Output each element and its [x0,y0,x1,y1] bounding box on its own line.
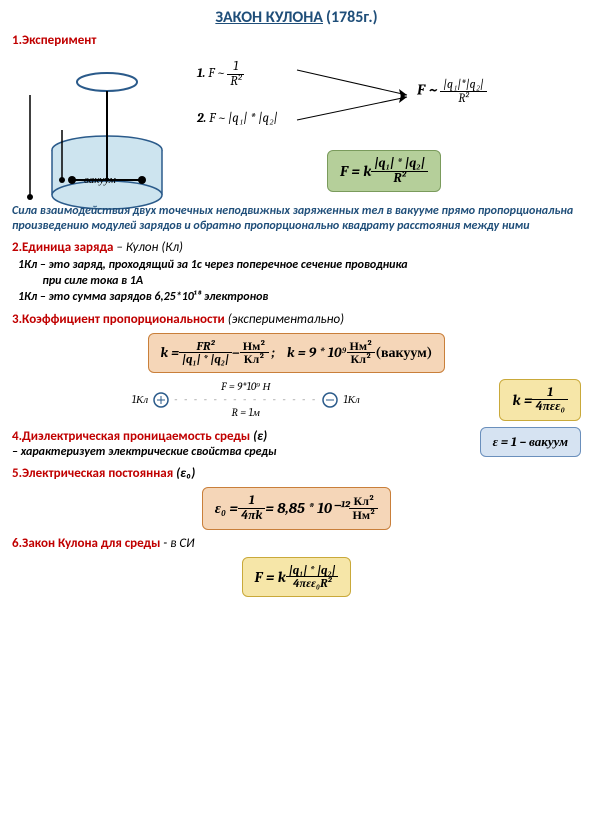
k-dash: − [232,344,240,361]
s2-title: 2.Единица заряда [12,240,113,255]
unit-line2: 1Кл – это сумма зарядов 6,25*10¹⁸ электр… [18,289,581,305]
eps0-eq: = 8,85 * 10⁻¹² [265,499,349,517]
section-5-head: 5.Электрическая постоянная (ε₀) [12,466,581,481]
s4-suffix: (ε) [250,429,267,444]
result-den: R² [440,92,487,105]
eps0-lhs: ε₀ = [215,499,238,518]
section-3-head: 3.Коэффициент пропорциональности (экспер… [12,312,581,327]
s5-title: 5.Электрическая постоянная [12,466,173,481]
coulomb-den: R² [371,172,428,186]
k-lhs: k = [161,344,180,361]
rel2-body: F ~ |q₁| * |q₂| [209,111,278,126]
vacuum-label: вакуум [84,173,144,186]
k-formula-box: k = FR²|q₁| * |q₂| − Нм²Кл² ; k = 9 * 10… [148,333,446,373]
result-formula: F ~ |q₁|*|q₂|R² [417,78,487,104]
s4-title: 4.Диэлектрическая проницаемость среды [12,429,250,444]
s5-suffix: (ε₀) [173,466,195,481]
page-title: ЗАКОН КУЛОНА (1785г.) [12,8,581,27]
eps-box: ε = 1 – вакуум [480,427,581,457]
coulomb-box: F = k |q₁| * |q₂|R² [327,150,441,192]
diag-right: 1Кл [343,393,359,406]
k-rhs: k = 9 * 10⁹ [287,344,346,362]
kf1n: FR² [179,340,232,354]
diag-r: R = 1м [174,406,317,419]
ml-lhs: F = k [255,568,286,586]
rel1-frac-den: R² [227,75,244,89]
title-year: (1785г.) [326,8,378,27]
apparatus-diagram: вакуум [12,50,182,228]
keps-lhs: k = [512,391,532,409]
permittivity-desc: – характеризует электрические свойства с… [12,444,277,460]
section-6-head: 6.Закон Кулона для среды - в СИ [12,536,581,551]
rel1-num: 1. [197,66,205,81]
s3-suffix: (экспериментально) [225,312,344,327]
k-eps-box: k = 14πεε₀ [499,379,581,421]
s6-title: 6.Закон Кулона для среды [12,536,160,551]
s3-title: 3.Коэффициент пропорциональности [12,312,225,327]
medium-law-box: F = k |q₁| * |q₂|4πεε₀R² [242,557,352,597]
s6-suffix: - в СИ [160,536,194,551]
eps0-n: 1 [238,494,265,509]
relation-2: 2. F ~ |q₁| * |q₂| [197,110,278,126]
keps-d: 4πεε₀ [532,400,568,414]
diag-f: F = 9*10⁹ Н [174,380,317,393]
rel1-body: F ~ [208,66,227,81]
eps0-box: ε₀ = 14πk = 8,85 * 10⁻¹² Кл²Нм² [202,487,392,529]
kf2n: Нм² [240,340,269,354]
title-main: ЗАКОН КУЛОНА [215,8,323,27]
kf1d: |q₁| * |q₂| [179,353,232,366]
unit-line1: 1Кл – это заряд, проходящий за 1с через … [18,257,581,273]
charge-diagram: 1Кл F = 9*10⁹ Н - - - - - - - - - - - - … [12,380,479,419]
s2-suffix: – Кулон (Кл) [113,240,182,255]
kf2d: Кл² [240,353,269,366]
k-sep: ; [269,344,288,361]
section-2-head: 2.Единица заряда – Кулон (Кл) [12,240,581,255]
section-1-head: 1.Эксперимент [12,33,581,48]
section-4-head: 4.Диэлектрическая проницаемость среды (ε… [12,429,277,444]
coulomb-lhs: F = k [340,162,371,180]
coulomb-num: |q₁| * |q₂| [371,157,428,172]
eps-text: ε = 1 – вакуум [493,434,568,450]
eps0-ud: Нм² [349,509,378,522]
ml-d: 4πεε₀R² [286,577,339,590]
eps0-un: Кл² [349,495,378,509]
keps-n: 1 [532,386,568,401]
ml-n: |q₁| * |q₂| [286,564,339,578]
diag-left: 1Кл [132,393,148,406]
eps0-d: 4πk [238,509,265,523]
krd: Кл² [347,353,376,366]
relation-1: 1. F ~ 1R² [197,60,244,88]
rel1-frac-num: 1 [227,60,244,75]
unit-line1b: при силе тока в 1А [18,273,581,289]
result-num: |q₁|*|q₂| [440,78,487,92]
k-vac: (вакуум) [375,344,432,362]
krn: Нм² [347,340,376,354]
result-lhs: F ~ [417,81,440,99]
rel2-num: 2. [197,111,206,126]
